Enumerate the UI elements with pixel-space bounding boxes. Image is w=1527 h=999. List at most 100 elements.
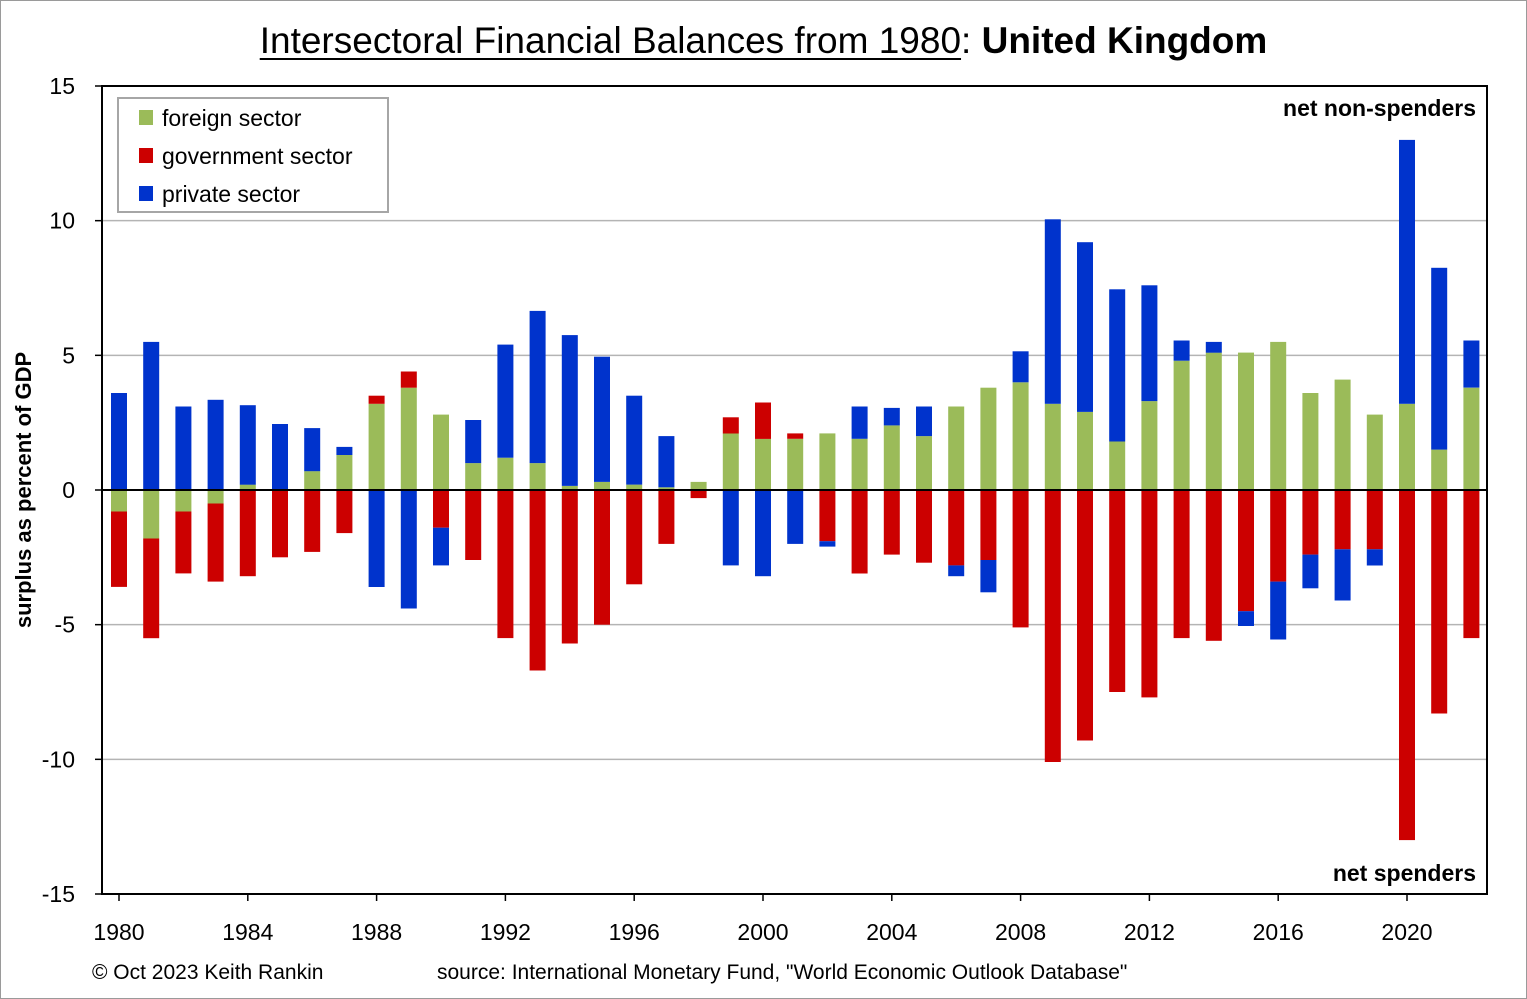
bar-foreign-2004 (884, 425, 900, 490)
bar-foreign-2017 (1302, 393, 1318, 490)
bar-foreign-2012 (1141, 401, 1157, 490)
bar-private-1981 (143, 342, 159, 490)
bar-government-2018 (1335, 490, 1351, 549)
x-tick-label: 1988 (351, 919, 402, 945)
legend-label: foreign sector (162, 105, 302, 131)
footer-source: source: International Monetary Fund, "Wo… (437, 961, 1127, 985)
bar-foreign-2018 (1335, 380, 1351, 490)
x-tick-labels: 1980 1984 1988 1992 1996 2000 2004 2008 2012 2016… (93, 919, 1432, 945)
bar-private-2012 (1141, 285, 1157, 401)
bar-foreign-2019 (1367, 415, 1383, 490)
bar-foreign-1988 (369, 404, 385, 490)
x-tick-label: 2004 (866, 919, 917, 945)
bar-government-2012 (1141, 490, 1157, 697)
bar-private-2016 (1270, 582, 1286, 640)
bar-foreign-1982 (175, 490, 191, 512)
bar-private-1984 (240, 405, 256, 485)
bar-private-1982 (175, 407, 191, 491)
bar-government-1992 (497, 490, 513, 638)
bar-foreign-2013 (1174, 361, 1190, 490)
bar-private-2011 (1109, 289, 1125, 441)
bar-government-1988 (369, 396, 385, 404)
y-tick-label: 5 (62, 342, 75, 368)
bar-foreign-2003 (852, 439, 868, 490)
bar-government-2002 (819, 490, 835, 541)
bar-private-2008 (1013, 351, 1029, 382)
bar-government-2021 (1431, 490, 1447, 714)
bar-government-1985 (272, 490, 288, 557)
bar-private-1996 (626, 396, 642, 485)
bar-private-1999 (723, 490, 739, 565)
bar-private-2021 (1431, 268, 1447, 450)
bar-private-2013 (1174, 341, 1190, 361)
bar-government-1998 (691, 490, 707, 498)
bar-foreign-2010 (1077, 412, 1093, 490)
y-axis-label: surplus as percent of GDP (11, 352, 36, 628)
bar-government-2001 (787, 433, 803, 438)
bar-foreign-1995 (594, 482, 610, 490)
bar-private-1980 (111, 393, 127, 490)
x-tick-label: 2000 (737, 919, 788, 945)
bar-government-2017 (1302, 490, 1318, 555)
bar-government-2005 (916, 490, 932, 563)
bar-private-2003 (852, 407, 868, 439)
y-tick-label: 10 (49, 208, 75, 234)
bar-private-1985 (272, 424, 288, 490)
legend-label: government sector (162, 143, 353, 169)
bar-private-2015 (1238, 611, 1254, 626)
bar-government-2022 (1463, 490, 1479, 638)
bar-government-1991 (465, 490, 481, 560)
y-tick-label: 0 (62, 477, 75, 503)
bar-government-1980 (111, 512, 127, 587)
bar-private-1990 (433, 528, 449, 566)
x-tick-label: 1992 (480, 919, 531, 945)
bar-government-2020 (1399, 490, 1415, 840)
bar-private-2004 (884, 408, 900, 426)
bar-foreign-1990 (433, 415, 449, 490)
bar-foreign-1992 (497, 458, 513, 490)
bar-foreign-2007 (980, 388, 996, 490)
y-tick-labels: 15 10 5 0 -5 -10 -15 (42, 73, 75, 907)
bar-foreign-2014 (1206, 353, 1222, 490)
bar-private-1983 (208, 400, 224, 490)
legend-label: private sector (162, 181, 300, 207)
bar-government-2010 (1077, 490, 1093, 741)
bar-government-1987 (336, 490, 352, 533)
bar-foreign-2006 (948, 407, 964, 491)
bar-foreign-2002 (819, 433, 835, 490)
legend-swatch-government (139, 148, 153, 163)
bar-government-1983 (208, 504, 224, 582)
bar-private-1991 (465, 420, 481, 463)
bar-government-1982 (175, 512, 191, 574)
bar-private-2000 (755, 490, 771, 576)
bar-private-1994 (562, 335, 578, 486)
x-tick-label: 1996 (609, 919, 660, 945)
bar-government-2011 (1109, 490, 1125, 692)
bar-private-2007 (980, 560, 996, 592)
bar-foreign-2008 (1013, 382, 1029, 490)
x-tick-label: 2012 (1124, 919, 1175, 945)
bar-private-1995 (594, 357, 610, 482)
bar-government-1995 (594, 490, 610, 625)
bar-foreign-1999 (723, 433, 739, 490)
x-tick-label: 2016 (1253, 919, 1304, 945)
bar-government-1981 (143, 539, 159, 639)
bar-private-1997 (658, 436, 674, 487)
bar-private-2018 (1335, 549, 1351, 600)
bar-chart: 151050-5-10-15 1980 1984 1988 1992 1996 2000 2… (0, 0, 1527, 999)
bar-foreign-1983 (208, 490, 224, 504)
bar-private-2006 (948, 565, 964, 576)
bar-foreign-1981 (143, 490, 159, 539)
y-tick-label: -5 (55, 612, 75, 638)
bar-government-1990 (433, 490, 449, 528)
bar-government-1984 (240, 490, 256, 576)
footer-credit: © Oct 2023 Keith Rankin (92, 961, 323, 985)
annotation-net-non-spenders: net non-spenders (1283, 95, 1476, 121)
bar-foreign-1986 (304, 471, 320, 490)
bar-government-2016 (1270, 490, 1286, 582)
bar-private-2019 (1367, 549, 1383, 565)
bar-government-2013 (1174, 490, 1190, 638)
bar-private-1993 (530, 311, 546, 463)
bar-government-1996 (626, 490, 642, 584)
bar-government-1986 (304, 490, 320, 552)
